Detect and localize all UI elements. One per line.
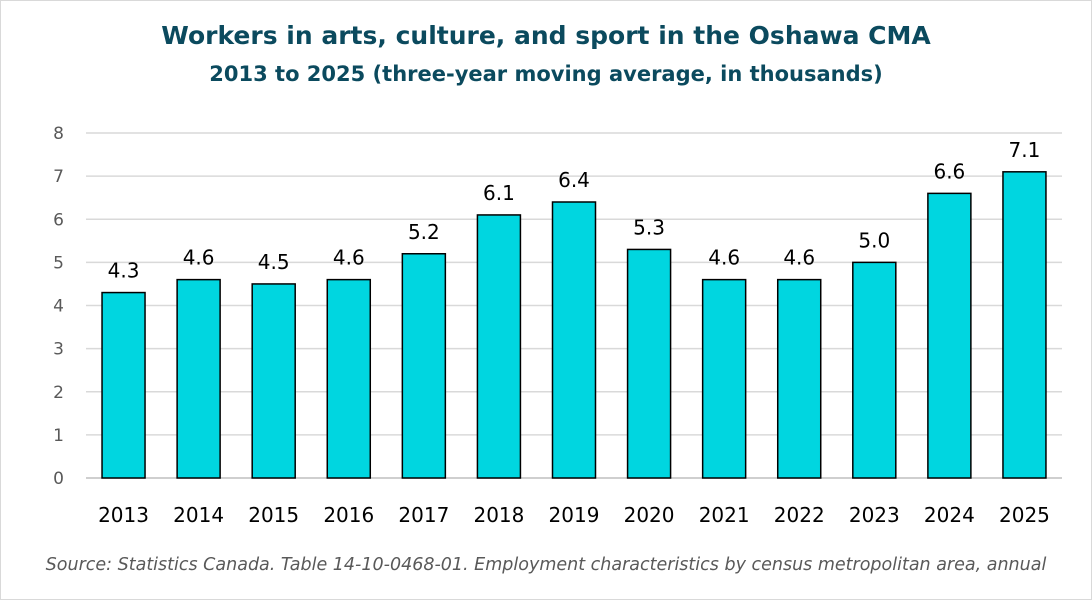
bar	[701, 278, 747, 479]
y-tick-label: 7	[53, 167, 64, 187]
y-tick-label: 6	[53, 210, 64, 230]
bar	[626, 248, 672, 479]
data-label: 5.0	[858, 228, 890, 252]
source-note: Source: Statistics Canada. Table 14-10-0…	[45, 555, 1047, 575]
bar	[251, 283, 296, 479]
data-label: 5.3	[633, 215, 665, 239]
bar	[476, 214, 522, 479]
x-tick-label: 2021	[699, 503, 750, 527]
x-tick-label: 2018	[473, 503, 524, 527]
bar	[551, 201, 597, 479]
y-tick-label: 0	[53, 469, 64, 489]
data-label: 6.1	[483, 181, 515, 205]
bar	[176, 278, 221, 479]
bar	[927, 192, 972, 479]
bar	[852, 261, 897, 479]
data-label: 4.5	[258, 250, 290, 274]
data-label: 4.6	[783, 246, 815, 270]
bar	[1002, 171, 1047, 479]
y-tick-label: 8	[53, 124, 64, 144]
data-label: 6.4	[558, 168, 590, 192]
bar	[101, 291, 146, 479]
x-tick-label: 2023	[849, 503, 900, 527]
data-label: 7.1	[1009, 138, 1041, 162]
x-tick-label: 2025	[999, 503, 1050, 527]
bar	[776, 278, 822, 479]
x-tick-label: 2017	[398, 503, 449, 527]
y-tick-label: 4	[53, 297, 64, 317]
x-tick-label: 2014	[173, 503, 224, 527]
bar	[401, 253, 447, 479]
x-tick-label: 2016	[323, 503, 374, 527]
y-tick-label: 2	[53, 383, 64, 403]
chart-subtitle: 2013 to 2025 (three-year moving average,…	[209, 62, 883, 86]
x-tick-label: 2013	[98, 503, 149, 527]
data-label: 4.6	[183, 246, 215, 270]
data-label: 4.3	[108, 259, 140, 283]
bar	[326, 278, 372, 479]
x-tick-label: 2019	[549, 503, 600, 527]
data-label: 5.2	[408, 220, 440, 244]
data-label: 6.6	[933, 159, 965, 183]
x-tick-label: 2020	[624, 503, 675, 527]
x-tick-label: 2015	[248, 503, 299, 527]
data-label: 4.6	[333, 246, 365, 270]
x-tick-label: 2024	[924, 503, 975, 527]
x-tick-label: 2022	[774, 503, 825, 527]
y-tick-label: 5	[53, 253, 64, 273]
data-label: 4.6	[708, 246, 740, 270]
y-tick-label: 1	[53, 426, 64, 446]
y-tick-label: 3	[53, 340, 64, 360]
chart-title: Workers in arts, culture, and sport in t…	[161, 21, 931, 50]
